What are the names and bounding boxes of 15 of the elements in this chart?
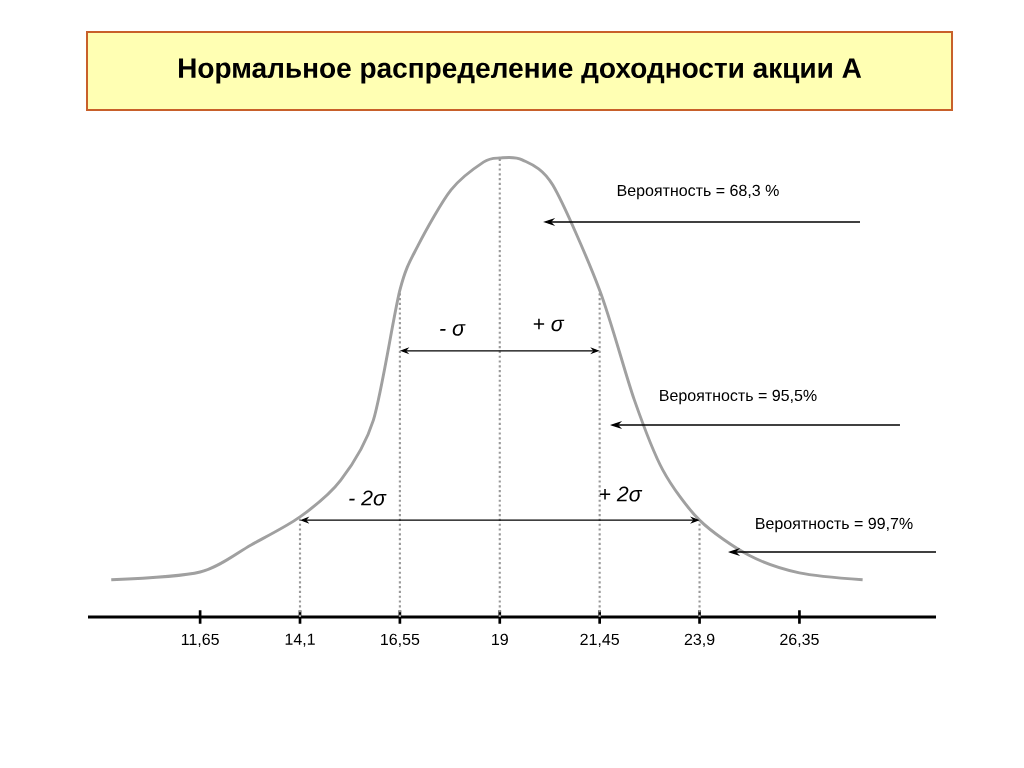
x-tick-label: 11,65 bbox=[181, 633, 219, 647]
x-tick-label: 19 bbox=[492, 633, 508, 646]
annotation: - 2σ bbox=[349, 490, 387, 506]
annotation: Вероятность = 68,3 % bbox=[617, 184, 779, 200]
x-tick-label: 26,35 bbox=[780, 633, 819, 647]
annotation: + σ bbox=[533, 318, 565, 332]
x-tick-label: 21,45 bbox=[580, 633, 619, 647]
x-tick-label: 23,9 bbox=[684, 633, 715, 647]
x-tick-label: 16,55 bbox=[381, 633, 420, 647]
annotation: Вероятность = 95,5% bbox=[660, 389, 817, 405]
annotation: + 2σ bbox=[599, 486, 643, 502]
x-tick-label: 14,1 bbox=[285, 633, 315, 647]
chart-title: Нормальное распределение доходности акции А bbox=[179, 58, 862, 84]
annotation: Вероятность = 99,7% bbox=[756, 517, 913, 533]
annotation: - σ bbox=[440, 324, 466, 336]
